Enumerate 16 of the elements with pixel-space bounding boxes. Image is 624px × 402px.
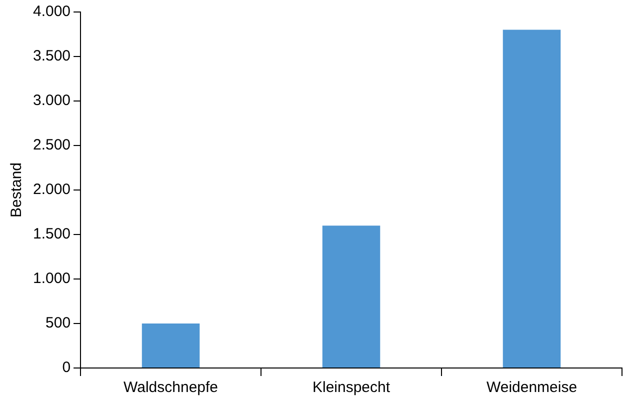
bar <box>322 226 380 368</box>
bar <box>502 30 561 368</box>
x-tick-label: Weidenmeise <box>486 379 578 396</box>
y-tick-label: 2.500 <box>32 136 71 154</box>
y-tick-label: 500 <box>46 314 71 332</box>
y-tick-label: 1.500 <box>32 226 71 243</box>
y-tick-label: 0 <box>62 359 71 376</box>
y-tick-label: 4.000 <box>32 3 71 20</box>
y-axis-title: Bestand <box>8 162 26 218</box>
x-tick-label: Waldschnepfe <box>124 379 218 396</box>
y-tick-label: 1.000 <box>32 270 71 288</box>
y-tick-label: 2.000 <box>32 181 71 198</box>
x-tick-label: Kleinspecht <box>312 379 391 396</box>
y-tick-label: 3.500 <box>32 48 71 65</box>
y-tick-label: 3.000 <box>32 92 71 110</box>
bar <box>142 324 200 368</box>
